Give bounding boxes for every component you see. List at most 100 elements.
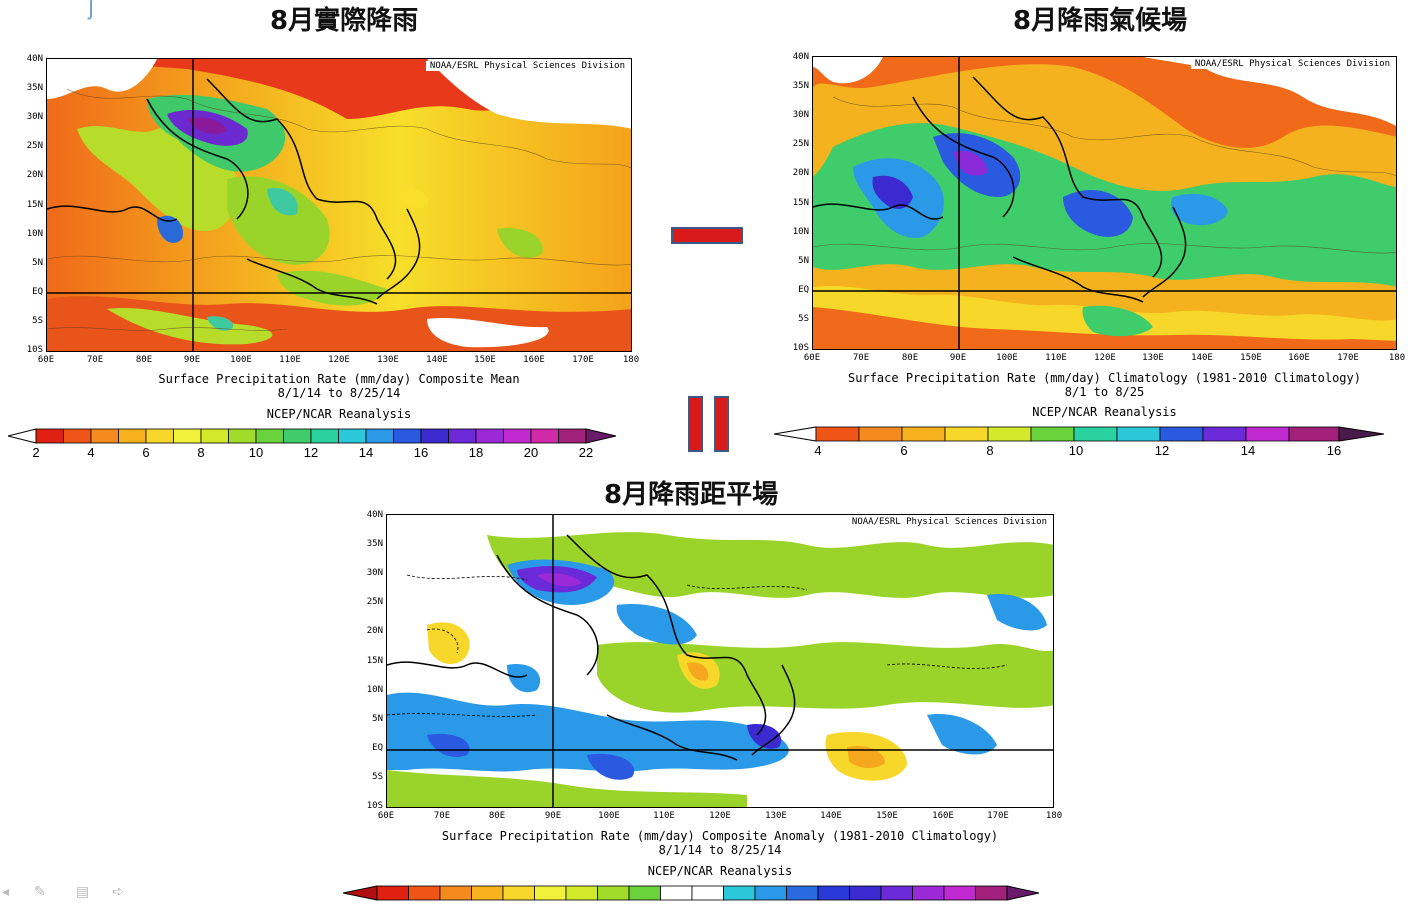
panel-title: 8月降雨氣候場 bbox=[1013, 6, 1188, 36]
lat-tick-label: 15N bbox=[26, 200, 43, 210]
lon-tick-label: 140E bbox=[820, 811, 842, 821]
lat-tick-label: 5S bbox=[32, 316, 43, 326]
precip-map: NOAA/ESRL Physical Sciences Division bbox=[46, 58, 632, 352]
caption-line2: 8/1/14 to 8/25/14 bbox=[277, 386, 401, 400]
lon-tick-label: 170E bbox=[572, 355, 594, 365]
lat-tick-label: EQ bbox=[32, 287, 43, 297]
lat-tick-label: 30N bbox=[792, 110, 809, 120]
equals-bar bbox=[714, 396, 729, 452]
caption-line2: 8/1 to 8/25 bbox=[1064, 385, 1145, 399]
caption-line3: NCEP/NCAR Reanalysis bbox=[266, 407, 412, 421]
lon-tick-label: 80E bbox=[135, 355, 153, 365]
lon-tick-label: 60E bbox=[377, 811, 395, 821]
lon-tick-label: 100E bbox=[996, 353, 1018, 363]
lon-tick-label: 150E bbox=[876, 811, 898, 821]
colorbar-tick-label: 4 bbox=[814, 443, 822, 458]
decorative-hook-icon: ʃ bbox=[88, 0, 96, 21]
prev-arrow-icon[interactable]: ◂ bbox=[2, 884, 10, 900]
lon-tick-label: 70E bbox=[86, 355, 104, 365]
lon-tick-label: 140E bbox=[1191, 353, 1213, 363]
lon-tick-label: 60E bbox=[803, 353, 821, 363]
lon-tick-label: 80E bbox=[488, 811, 506, 821]
caption-line1: Surface Precipitation Rate (mm/day) Comp… bbox=[441, 829, 999, 843]
colorbar-tick-label: 22 bbox=[578, 445, 594, 460]
caption-line1: Surface Precipitation Rate (mm/day) Comp… bbox=[158, 372, 520, 386]
caption-line2: 8/1/14 to 8/25/14 bbox=[658, 843, 782, 857]
lon-tick-label: 170E bbox=[987, 811, 1009, 821]
caption-line3: NCEP/NCAR Reanalysis bbox=[1032, 405, 1177, 419]
equals-bar bbox=[688, 396, 703, 452]
lat-tick-label: 5N bbox=[372, 714, 383, 724]
lon-tick-label: 120E bbox=[328, 355, 350, 365]
map-canvas bbox=[387, 515, 1053, 807]
lon-tick-label: 180 bbox=[1388, 353, 1406, 363]
colorbar-tick-label: 10 bbox=[248, 445, 264, 460]
lat-tick-label: 10S bbox=[366, 801, 383, 811]
lat-tick-label: 35N bbox=[26, 83, 43, 93]
lat-tick-label: 5S bbox=[798, 314, 809, 324]
lon-tick-label: 60E bbox=[37, 355, 55, 365]
lat-tick-label: 40N bbox=[366, 510, 383, 520]
lat-tick-label: 20N bbox=[366, 626, 383, 636]
colorbar bbox=[8, 428, 616, 444]
colorbar-tick-label: 16 bbox=[1326, 443, 1342, 458]
colorbar-tick-label: 12 bbox=[1154, 443, 1170, 458]
lat-tick-label: 10S bbox=[792, 343, 809, 353]
colorbar-tick-label: 10 bbox=[1068, 443, 1084, 458]
map-canvas bbox=[47, 59, 631, 351]
lat-tick-label: 30N bbox=[26, 112, 43, 122]
lon-tick-label: 170E bbox=[1337, 353, 1359, 363]
colorbar-tick-label: 4 bbox=[87, 445, 95, 460]
precip-map: NOAA/ESRL Physical Sciences Division bbox=[812, 56, 1397, 350]
lat-tick-label: 40N bbox=[26, 54, 43, 64]
lon-tick-label: 180 bbox=[622, 355, 640, 365]
credit-label: NOAA/ESRL Physical Sciences Division bbox=[1190, 59, 1394, 69]
credit-label: NOAA/ESRL Physical Sciences Division bbox=[847, 517, 1051, 527]
colorbar-tick-label: 8 bbox=[197, 445, 205, 460]
panel-title: 8月實際降雨 bbox=[270, 6, 419, 36]
lat-tick-label: 10N bbox=[366, 685, 383, 695]
colorbar-tick-label: 6 bbox=[900, 443, 908, 458]
colorbar-tick-label: 8 bbox=[986, 443, 994, 458]
colorbar-tick-label: 14 bbox=[358, 445, 374, 460]
lat-tick-label: 5N bbox=[32, 258, 43, 268]
lon-tick-label: 110E bbox=[653, 811, 675, 821]
lon-tick-label: 120E bbox=[1094, 353, 1116, 363]
lat-tick-label: 5S bbox=[372, 772, 383, 782]
lon-tick-label: 130E bbox=[765, 811, 787, 821]
map-canvas bbox=[813, 57, 1396, 349]
colorbar bbox=[343, 885, 1039, 901]
precip-map: NOAA/ESRL Physical Sciences Division bbox=[386, 514, 1054, 808]
lat-tick-label: 40N bbox=[792, 52, 809, 62]
colorbar-tick-label: 16 bbox=[413, 445, 429, 460]
lat-tick-label: 10N bbox=[792, 227, 809, 237]
pen-icon[interactable]: ✎ bbox=[34, 884, 46, 900]
menu-icon[interactable]: ▤ bbox=[76, 884, 90, 900]
lat-tick-label: 20N bbox=[26, 170, 43, 180]
lat-tick-label: 25N bbox=[26, 141, 43, 151]
lon-tick-label: 180 bbox=[1045, 811, 1063, 821]
lon-tick-label: 80E bbox=[901, 353, 919, 363]
lon-tick-label: 160E bbox=[932, 811, 954, 821]
lon-tick-label: 160E bbox=[523, 355, 545, 365]
lat-tick-label: EQ bbox=[372, 743, 383, 753]
lat-tick-label: 15N bbox=[792, 198, 809, 208]
lat-tick-label: 35N bbox=[366, 539, 383, 549]
colorbar-tick-label: 12 bbox=[303, 445, 319, 460]
lat-tick-label: EQ bbox=[798, 285, 809, 295]
lon-tick-label: 120E bbox=[709, 811, 731, 821]
next-arrow-icon[interactable]: ➪ bbox=[112, 884, 124, 900]
lat-tick-label: 10N bbox=[26, 229, 43, 239]
lon-tick-label: 130E bbox=[377, 355, 399, 365]
credit-label: NOAA/ESRL Physical Sciences Division bbox=[425, 61, 629, 71]
lon-tick-label: 90E bbox=[544, 811, 562, 821]
lat-tick-label: 30N bbox=[366, 568, 383, 578]
lat-tick-label: 10S bbox=[26, 345, 43, 355]
lon-tick-label: 130E bbox=[1142, 353, 1164, 363]
minus-operator bbox=[671, 227, 743, 244]
colorbar-tick-label: 14 bbox=[1240, 443, 1256, 458]
lon-tick-label: 100E bbox=[598, 811, 620, 821]
lon-tick-label: 90E bbox=[949, 353, 967, 363]
panel-title: 8月降雨距平場 bbox=[604, 480, 779, 510]
lon-tick-label: 110E bbox=[1045, 353, 1067, 363]
